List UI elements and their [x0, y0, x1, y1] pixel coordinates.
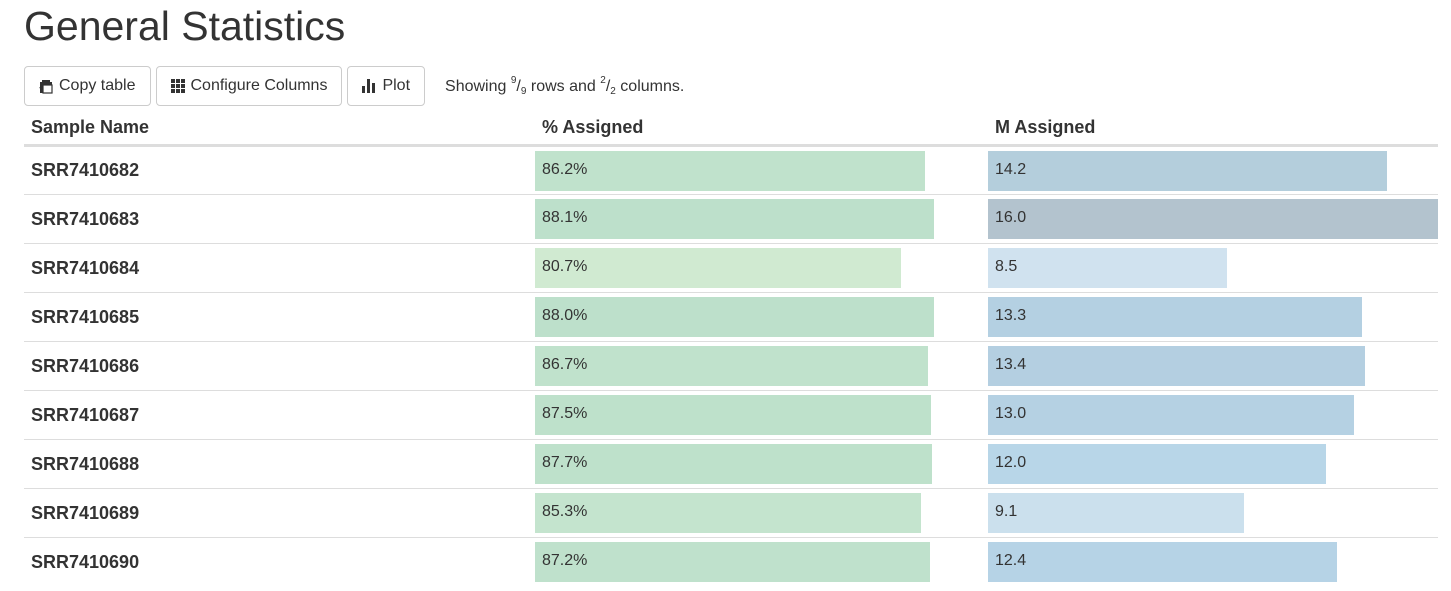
grid-icon [170, 79, 185, 93]
header-sample-name[interactable]: Sample Name [24, 110, 535, 147]
rows-word: rows and [530, 78, 596, 95]
pct-assigned-bar [535, 395, 932, 435]
configure-columns-label: Configure Columns [190, 77, 328, 94]
m-assigned-value: 12.4 [995, 552, 1027, 570]
m-assigned-cell: 14.2 [988, 145, 1438, 195]
copy-table-label: Copy table [59, 77, 136, 94]
pct-assigned-bar [535, 493, 922, 533]
m-assigned-cell: 12.4 [988, 538, 1438, 587]
header-m-assigned[interactable]: M Assigned [988, 110, 1438, 147]
rows-total: 9 [520, 86, 527, 97]
m-assigned-value: 16.0 [995, 209, 1027, 226]
table-row: SRR7410687 87.5% 13.0 [24, 390, 1438, 440]
sample-name-cell: SRR7410687 [24, 390, 535, 440]
m-assigned-cell: 13.4 [988, 341, 1438, 391]
m-assigned-cell: 13.3 [988, 292, 1438, 342]
m-assigned-bar [988, 199, 1438, 239]
sample-name-cell: SRR7410685 [24, 292, 535, 342]
clipboard-icon [39, 79, 53, 94]
m-assigned-value: 13.0 [995, 405, 1027, 422]
m-assigned-cell: 12.0 [988, 439, 1438, 489]
pct-assigned-value: 86.2% [542, 160, 588, 178]
m-assigned-bar [988, 444, 1326, 484]
pct-assigned-cell: 85.3% [535, 488, 988, 538]
table-toolbar: Copy table Configure Columns Plot Showin… [24, 66, 684, 106]
pct-assigned-cell: 87.2% [535, 538, 988, 587]
pct-assigned-value: 85.3% [542, 503, 588, 520]
table-row: SRR7410690 87.2% 12.4 [24, 538, 1438, 587]
m-assigned-bar [988, 493, 1244, 533]
table-row: SRR7410682 86.2% 14.2 [24, 145, 1438, 195]
cols-total: 2 [610, 86, 616, 97]
pct-assigned-value: 80.7% [542, 258, 588, 275]
m-assigned-value: 13.4 [995, 356, 1027, 373]
pct-assigned-cell: 87.5% [535, 390, 988, 440]
m-assigned-value: 13.3 [995, 307, 1027, 324]
showing-prefix: Showing [445, 78, 507, 95]
table-header-row: Sample Name % Assigned M Assigned [24, 110, 1438, 147]
m-assigned-value: 14.2 [995, 160, 1027, 178]
pct-assigned-cell: 80.7% [535, 243, 988, 293]
m-assigned-bar [988, 346, 1365, 386]
table-row: SRR7410686 86.7% 13.4 [24, 341, 1438, 391]
table-row: SRR7410683 88.1% 16.0 [24, 194, 1438, 244]
pct-assigned-value: 87.7% [542, 454, 588, 471]
pct-assigned-cell: 86.7% [535, 341, 988, 391]
rows-shown: 9 [510, 75, 517, 86]
m-assigned-bar [988, 297, 1363, 337]
table-row: SRR7410689 85.3% 9.1 [24, 488, 1438, 538]
plot-button[interactable]: Plot [347, 66, 426, 106]
pct-assigned-value: 87.5% [542, 405, 588, 422]
plot-label: Plot [382, 77, 411, 94]
table-row: SRR7410684 80.7% 8.5 [24, 243, 1438, 293]
sample-name-cell: SRR7410683 [24, 194, 535, 244]
pct-assigned-bar [535, 297, 934, 337]
pct-assigned-value: 88.1% [542, 209, 588, 226]
pct-assigned-value: 88.0% [542, 307, 588, 324]
page-title: General Statistics [24, 3, 346, 49]
sample-name-cell: SRR7410690 [31, 551, 140, 572]
pct-assigned-bar [535, 346, 928, 386]
m-assigned-value: 9.1 [995, 503, 1018, 520]
m-assigned-value: 8.5 [995, 258, 1018, 275]
cols-shown: 2 [600, 75, 606, 86]
pct-assigned-value: 87.2% [542, 552, 588, 570]
copy-table-button[interactable]: Copy table [24, 66, 151, 106]
pct-assigned-bar [535, 444, 933, 484]
sample-name-cell: SRR7410688 [24, 439, 535, 489]
m-assigned-bar [988, 395, 1354, 435]
pct-assigned-bar [535, 150, 926, 191]
m-assigned-bar [988, 248, 1228, 288]
pct-assigned-bar [535, 199, 935, 239]
table-row: SRR7410688 87.7% 12.0 [24, 439, 1438, 489]
bar-chart-icon [362, 79, 376, 93]
sample-name-cell: SRR7410686 [24, 341, 535, 391]
m-assigned-value: 12.0 [995, 454, 1027, 471]
sample-name-cell: SRR7410684 [24, 243, 535, 293]
m-assigned-cell: 16.0 [988, 194, 1438, 244]
m-assigned-bar [988, 150, 1388, 191]
pct-assigned-value: 86.7% [542, 356, 588, 373]
pct-assigned-cell: 87.7% [535, 439, 988, 489]
m-assigned-cell: 13.0 [988, 390, 1438, 440]
sample-name-cell: SRR7410682 [24, 145, 535, 195]
pct-assigned-bar [535, 542, 931, 583]
sample-name-cell: SRR7410689 [24, 488, 535, 538]
general-stats-table: Sample Name % Assigned M Assigned SRR741… [24, 110, 1438, 587]
header-pct-assigned[interactable]: % Assigned [535, 110, 988, 147]
cols-word: columns. [620, 78, 685, 95]
pct-assigned-cell: 88.0% [535, 292, 988, 342]
pct-assigned-cell: 88.1% [535, 194, 988, 244]
configure-columns-button[interactable]: Configure Columns [155, 66, 343, 106]
m-assigned-bar [988, 542, 1337, 583]
pct-assigned-bar [535, 248, 901, 288]
m-assigned-cell: 8.5 [988, 243, 1438, 293]
m-assigned-cell: 9.1 [988, 488, 1438, 538]
table-row: SRR7410685 88.0% 13.3 [24, 292, 1438, 342]
showing-summary: Showing 9/9 rows and 2/2 columns. [445, 75, 685, 97]
pct-assigned-cell: 86.2% [535, 145, 988, 195]
